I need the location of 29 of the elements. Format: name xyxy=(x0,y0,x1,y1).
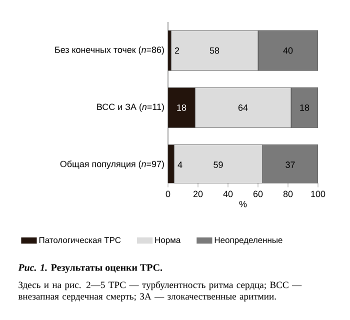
data-label: 58 xyxy=(210,47,220,54)
data-label: 40 xyxy=(283,47,293,54)
data-label: 18 xyxy=(177,104,186,111)
data-label: 59 xyxy=(214,162,223,168)
text: Здесь и на рис. 2—5 ТРС — турбулентность ритма сердца; ВСС — внезапная сердечная смерть; ЗА — злокачественные аритмии. xyxy=(18,281,302,302)
y-tick-label: ВСС и ЗА (n=11) xyxy=(97,103,164,112)
bar xyxy=(170,30,258,71)
text: Рис. 1. Результаты оценки ТРС. xyxy=(18,264,162,273)
x-tick-label: 80 xyxy=(283,190,293,198)
x-tick-label: 0 xyxy=(166,190,170,198)
legend-label: Патологическая ТРС xyxy=(39,237,121,244)
x-tick-label: 60 xyxy=(253,190,263,198)
y-tick-label: Общая популяция (n=97) xyxy=(60,160,164,169)
bar xyxy=(290,87,318,128)
legend-label: Неопределенные xyxy=(214,237,282,245)
bar xyxy=(258,30,318,71)
bar xyxy=(194,87,292,128)
x-tick-label: 40 xyxy=(223,190,233,198)
bar xyxy=(168,87,196,128)
data-label: 2 xyxy=(174,47,180,54)
data-label: 18 xyxy=(300,104,310,111)
data-label: 37 xyxy=(286,162,295,168)
y-tick-label: Без конечных точек (n=86) xyxy=(55,46,164,55)
data-label: 64 xyxy=(238,104,248,111)
x-tick-label: 20 xyxy=(193,190,203,198)
x-axis-title: % xyxy=(239,200,247,208)
legend-label: Норма xyxy=(155,237,181,245)
data-label: 4 xyxy=(178,162,182,168)
x-tick-label: 100 xyxy=(311,190,326,198)
